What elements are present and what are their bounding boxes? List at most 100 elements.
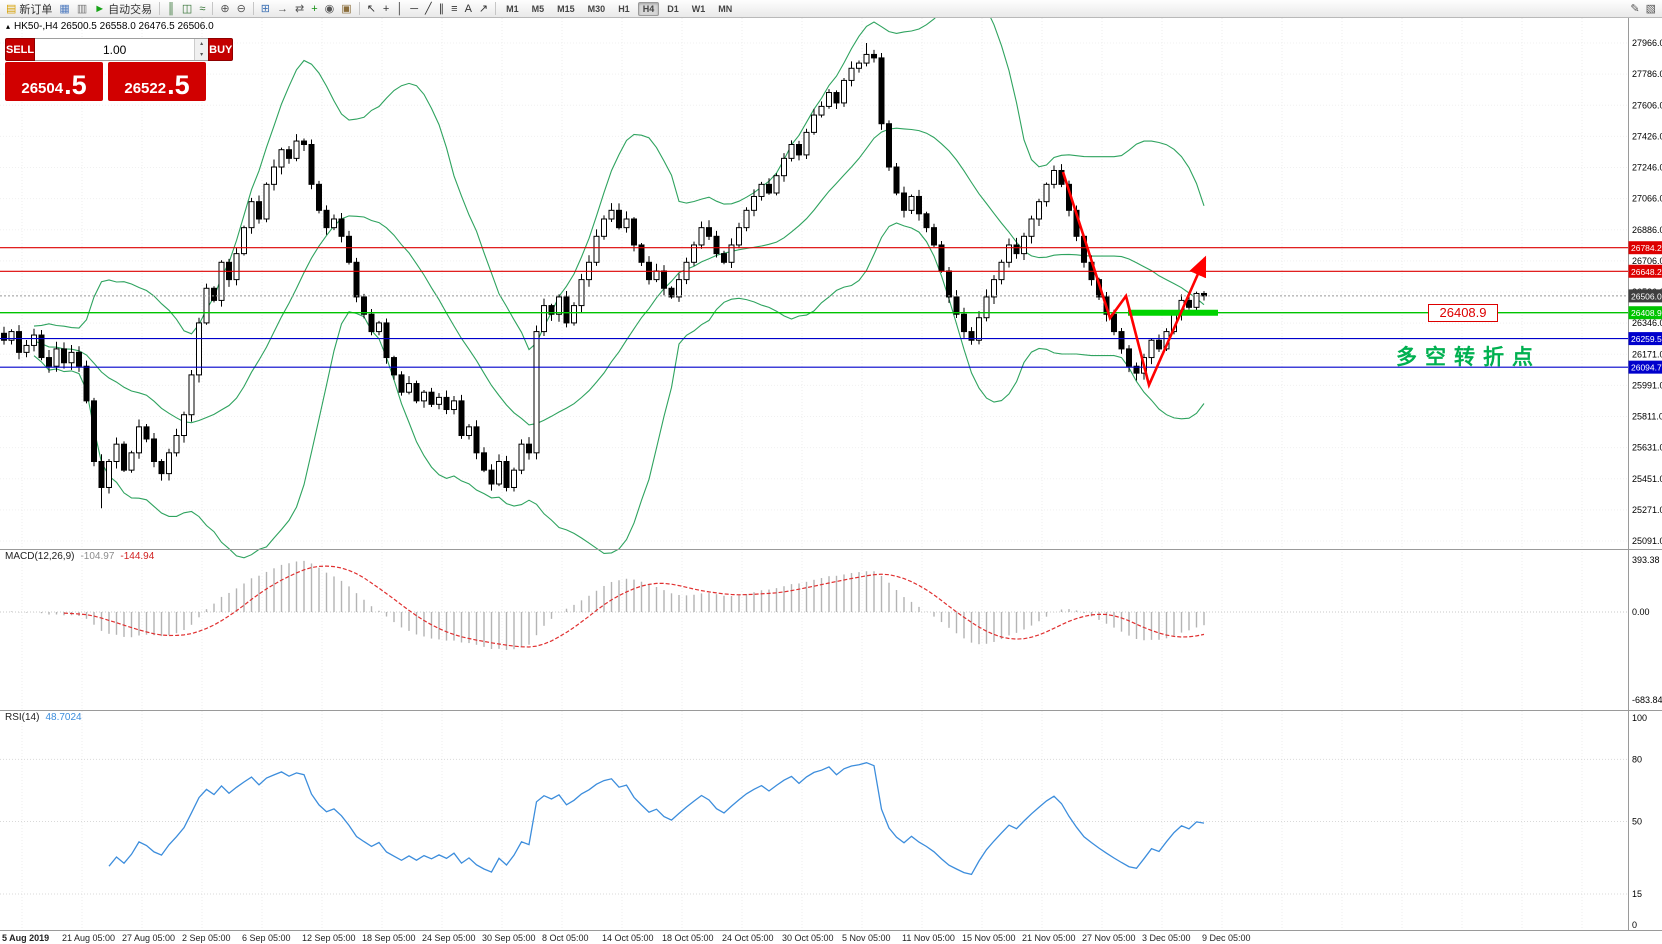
volume-up-button[interactable]: ▴: [195, 39, 209, 50]
macd-value-main: -104.97: [80, 551, 115, 562]
horizontal-line-icon[interactable]: ─: [407, 1, 421, 17]
timeframe-m30-button[interactable]: M30: [587, 3, 606, 14]
new-order-button[interactable]: ▤ 新订单: [3, 1, 55, 17]
time-axis-label: 30 Oct 05:00: [782, 933, 834, 943]
price-tag-text: 26408.9: [1631, 308, 1662, 318]
arrows-icon[interactable]: ↗: [476, 1, 491, 17]
timeframe-d1-button[interactable]: D1: [667, 3, 679, 14]
time-axis-label: 21 Aug 05:00: [62, 933, 115, 943]
bar-chart-icon[interactable]: ║: [164, 1, 178, 17]
fibonacci-icon[interactable]: ≡: [448, 1, 460, 17]
toolbar-separator: [252, 2, 254, 15]
trendline-icon: ╱: [425, 2, 432, 15]
layout-icon[interactable]: ▧: [1643, 1, 1659, 17]
price-axis-label: 25091.0: [1632, 536, 1662, 546]
level-lines[interactable]: [0, 247, 1628, 368]
arrows-icon: ↗: [478, 2, 489, 15]
crosshair-icon: +: [382, 2, 390, 15]
autotrading-button-label: 自动交易: [108, 3, 153, 16]
chart-shift-icon[interactable]: ⇄: [292, 1, 307, 17]
channel-icon[interactable]: ∥: [436, 1, 448, 17]
buy-button[interactable]: BUY: [208, 38, 234, 61]
vertical-line-icon[interactable]: │: [393, 1, 406, 17]
edit-icon: ✎: [1630, 2, 1640, 15]
price-axis-label: 27426.0: [1632, 131, 1662, 141]
trend-arrow[interactable]: [1061, 171, 1207, 389]
timeframe-h4-button[interactable]: H4: [637, 1, 660, 16]
line-chart-icon[interactable]: ≈: [196, 1, 208, 17]
layout-icon: ▧: [1645, 2, 1656, 15]
charts-icon[interactable]: ▦: [56, 1, 72, 17]
tile-windows-icon[interactable]: ⊞: [258, 1, 273, 17]
bar-chart-icon: ║: [167, 2, 175, 15]
price-axis-label: 27066.0: [1632, 194, 1662, 204]
rsi-line: [108, 762, 1205, 876]
volume-down-button[interactable]: ▾: [195, 49, 209, 60]
sell-price-frac: .5: [64, 70, 87, 101]
zoom-in-icon: ⊕: [220, 2, 230, 15]
timeframe-m15-button[interactable]: M15: [557, 3, 575, 14]
price-tag: [1628, 332, 1662, 346]
time-axis-label: 30 Sep 05:00: [482, 933, 536, 943]
macd-value-signal: -144.94: [120, 551, 155, 562]
add-indicator-button[interactable]: +: [308, 1, 320, 17]
volume-input[interactable]: [35, 39, 195, 60]
symbol-ohlc-text: HK50-,H4 26500.5 26558.0 26476.5 26506.0: [14, 21, 214, 32]
panel-separators[interactable]: [0, 549, 1662, 931]
toolbar: ▤ 新订单 ▦ ▥ ► 自动交易 ║ ◫ ≈ ⊕ ⊖ ⊞ → ⇄ + ◉ ▣ ↖ + │ ─ ╱ ∥ ≡ A ↗ M1 M5 M15 M3…: [0, 0, 1662, 18]
candlestick-chart-icon[interactable]: ◫: [179, 1, 195, 17]
time-axis-label: 6 Sep 05:00: [242, 933, 291, 943]
sell-button[interactable]: SELL: [5, 38, 36, 61]
trendline-icon[interactable]: ╱: [422, 1, 435, 17]
toolbar-separator: [358, 2, 360, 15]
zoom-out-icon[interactable]: ⊖: [234, 1, 249, 17]
price-axis-label: 27246.0: [1632, 163, 1662, 173]
price-axis-label: 27966.0: [1632, 38, 1662, 48]
vertical-line-icon: │: [396, 2, 404, 15]
price-tags: 26784.2 26648.2 26408.9 26259.5 26094.7 26506…: [1628, 241, 1662, 374]
line-chart-icon: ≈: [199, 2, 206, 15]
profiles-icon[interactable]: ▥: [74, 1, 90, 17]
periods-icon: ◉: [324, 2, 335, 15]
price-axis-label: 26346.0: [1632, 318, 1662, 328]
channel-icon: ∥: [438, 2, 445, 15]
timeframe-m1-button[interactable]: M1: [506, 3, 519, 14]
text-icon[interactable]: A: [462, 1, 475, 17]
timeframe-w1-button[interactable]: W1: [691, 3, 706, 14]
macd-indicator-label: MACD(12,26,9) -104.97 -144.94: [5, 551, 154, 562]
sell-price-int: 26504: [21, 79, 64, 97]
macd-name: MACD(12,26,9): [5, 551, 75, 562]
timeframe-m5-button[interactable]: M5: [531, 3, 545, 14]
autotrading-button[interactable]: ► 自动交易: [91, 1, 155, 17]
volume-box: ▴ ▾: [35, 38, 209, 61]
text-icon: A: [464, 2, 472, 15]
price-tag: [1628, 360, 1662, 374]
edit-icon[interactable]: ✎: [1627, 1, 1642, 17]
templates-icon[interactable]: ▣: [338, 1, 354, 17]
chart-shift-icon: ⇄: [295, 2, 305, 15]
time-axis-label: 2 Sep 05:00: [182, 933, 231, 943]
toolbar-separator: [159, 2, 161, 15]
turning-point-annotation[interactable]: 多空转折点: [1396, 346, 1541, 369]
sell-price-display[interactable]: 26504 .5: [5, 62, 103, 101]
price-axis-label: 26706.0: [1632, 256, 1662, 266]
buy-price-display[interactable]: 26522 .5: [108, 62, 206, 101]
symbol-marker-icon: ▴: [6, 22, 11, 31]
price-axis-label: 25811.0: [1632, 412, 1662, 422]
time-axis[interactable]: 5 Aug 2019 21 Aug 05:00 27 Aug 05:00 2 Sep …: [2, 933, 1251, 943]
rsi-name: RSI(14): [5, 712, 40, 723]
auto-scroll-icon[interactable]: →: [274, 1, 291, 17]
time-axis-label: 14 Oct 05:00: [602, 933, 654, 943]
time-axis-label: 27 Aug 05:00: [122, 933, 175, 943]
price-callout-label[interactable]: 26408.9: [1428, 304, 1498, 322]
timeframe-h1-button[interactable]: H1: [618, 3, 630, 14]
periods-icon[interactable]: ◉: [322, 1, 338, 17]
price-axis-label: 26171.0: [1632, 349, 1662, 359]
cursor-icon[interactable]: ↖: [364, 1, 379, 17]
templates-icon: ▣: [341, 2, 352, 15]
crosshair-icon[interactable]: +: [380, 1, 392, 17]
timeframe-mn-button[interactable]: MN: [718, 3, 733, 14]
zoom-in-icon[interactable]: ⊕: [217, 1, 232, 17]
macd-axis-label: 393.38: [1632, 555, 1660, 565]
